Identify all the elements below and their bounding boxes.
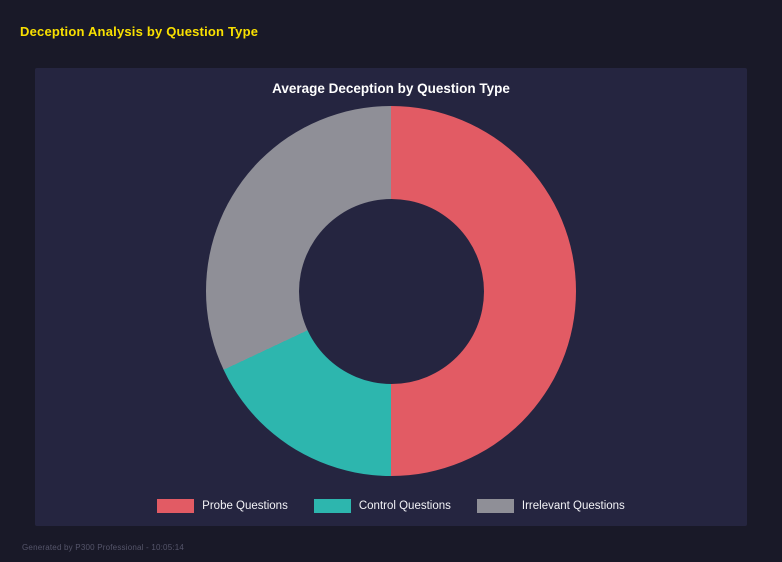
legend-item[interactable]: Irrelevant Questions (476, 499, 625, 513)
donut-chart[interactable] (206, 106, 576, 476)
legend-swatch (157, 499, 195, 513)
legend-swatch (476, 499, 514, 513)
legend-item[interactable]: Probe Questions (157, 499, 288, 513)
page-title: Deception Analysis by Question Type (20, 24, 259, 39)
legend-label: Irrelevant Questions (521, 500, 625, 512)
chart-title: Average Deception by Question Type (272, 81, 510, 96)
legend-label: Control Questions (358, 500, 451, 512)
footer-text: Generated by P300 Professional - 10:05:1… (22, 543, 185, 552)
chart-legend: Probe Questions Control Questions Irreleva… (35, 499, 747, 513)
legend-label: Probe Questions (202, 500, 288, 512)
legend-swatch (313, 499, 351, 513)
donut-wrap (35, 106, 747, 476)
chart-panel: Average Deception by Question Type Probe… (35, 68, 747, 526)
legend-item[interactable]: Control Questions (313, 499, 451, 513)
